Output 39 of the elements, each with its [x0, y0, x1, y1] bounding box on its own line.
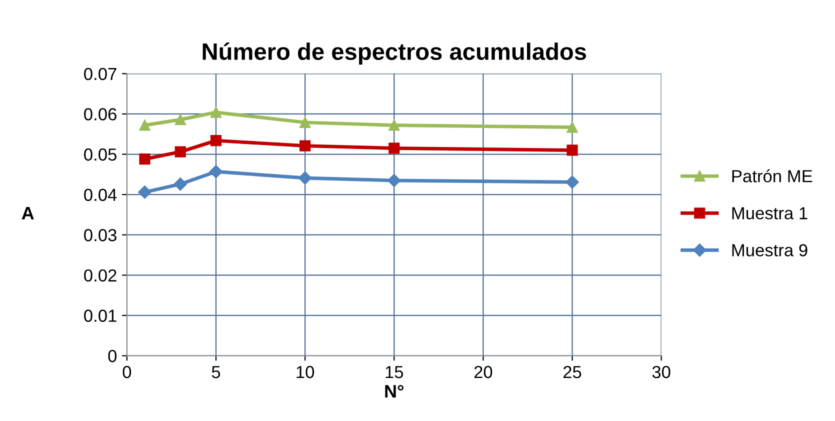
point: [299, 116, 311, 128]
point: [566, 144, 578, 156]
legend-label: Muestra 9: [732, 244, 808, 256]
y-tick-label: 0.07: [84, 68, 116, 80]
x-axis-title: N°: [385, 384, 404, 398]
y-tick-label: 0.06: [84, 108, 116, 120]
point: [138, 186, 152, 199]
point: [210, 135, 222, 146]
point: [299, 140, 311, 152]
point: [566, 175, 579, 189]
y-tick-label: 0: [108, 350, 117, 362]
y-tick-label: 0.05: [84, 148, 116, 161]
y-tick-label: 0.03: [84, 229, 116, 242]
x-tick-label: 25: [563, 366, 582, 378]
x-tick-label: 20: [474, 366, 492, 378]
point: [139, 120, 150, 131]
legend-label: Patrón ME: [732, 169, 812, 182]
point: [174, 146, 186, 158]
point: [388, 174, 401, 188]
point: [174, 177, 187, 191]
y-tick-label: 0.04: [84, 188, 117, 202]
point: [388, 120, 400, 131]
y-tick-label: 0.02: [84, 269, 116, 282]
point: [566, 122, 578, 133]
x-tick-label: 10: [296, 366, 314, 378]
y-tick-label: 0.01: [84, 310, 116, 322]
x-tick-label: 15: [386, 366, 404, 378]
x-tick-label: 5: [212, 366, 220, 378]
x-tick-label: 30: [652, 366, 670, 378]
y-axis-title: A: [22, 206, 34, 220]
legend-label: Muestra 1: [732, 207, 808, 220]
x-tick-label: 0: [122, 366, 132, 378]
point: [209, 165, 223, 178]
point: [388, 142, 400, 154]
point: [210, 106, 222, 118]
point: [139, 154, 150, 165]
point: [174, 114, 186, 126]
point: [298, 171, 312, 185]
chart-title: Número de espectros acumulados: [202, 42, 586, 65]
